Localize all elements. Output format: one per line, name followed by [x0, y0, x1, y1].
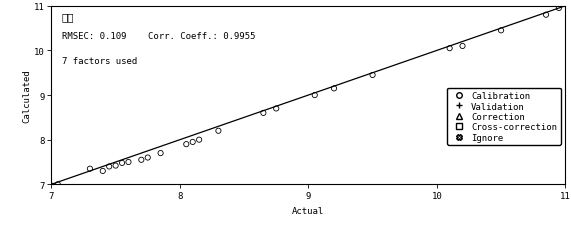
Text: RMSEC: 0.109    Corr. Coeff.: 0.9955: RMSEC: 0.109 Corr. Coeff.: 0.9955 — [62, 32, 255, 40]
Point — [195, 138, 204, 142]
Point — [458, 45, 467, 49]
Point — [137, 158, 146, 162]
Point — [182, 143, 191, 146]
Point — [156, 152, 165, 155]
Point — [497, 29, 506, 33]
Legend: Calibration, Validation, Correction, Cross-correction, Ignore: Calibration, Validation, Correction, Cro… — [447, 88, 561, 146]
Point — [272, 107, 281, 111]
Point — [368, 74, 377, 77]
Point — [53, 183, 62, 186]
Text: 水分: 水分 — [62, 12, 74, 22]
Point — [111, 164, 120, 168]
Point — [86, 167, 95, 171]
Point — [554, 7, 564, 11]
Point — [124, 160, 133, 164]
Point — [143, 156, 152, 160]
Point — [118, 161, 127, 165]
Point — [214, 129, 223, 133]
Point — [98, 169, 107, 173]
Point — [259, 112, 268, 115]
Point — [104, 165, 114, 169]
Point — [310, 94, 319, 97]
Point — [47, 184, 56, 188]
X-axis label: Actual: Actual — [292, 206, 324, 215]
Point — [541, 14, 550, 17]
Point — [188, 140, 197, 144]
Point — [445, 47, 454, 51]
Y-axis label: Calculated: Calculated — [22, 69, 31, 122]
Text: 7 factors used: 7 factors used — [62, 56, 137, 65]
Point — [329, 87, 339, 91]
